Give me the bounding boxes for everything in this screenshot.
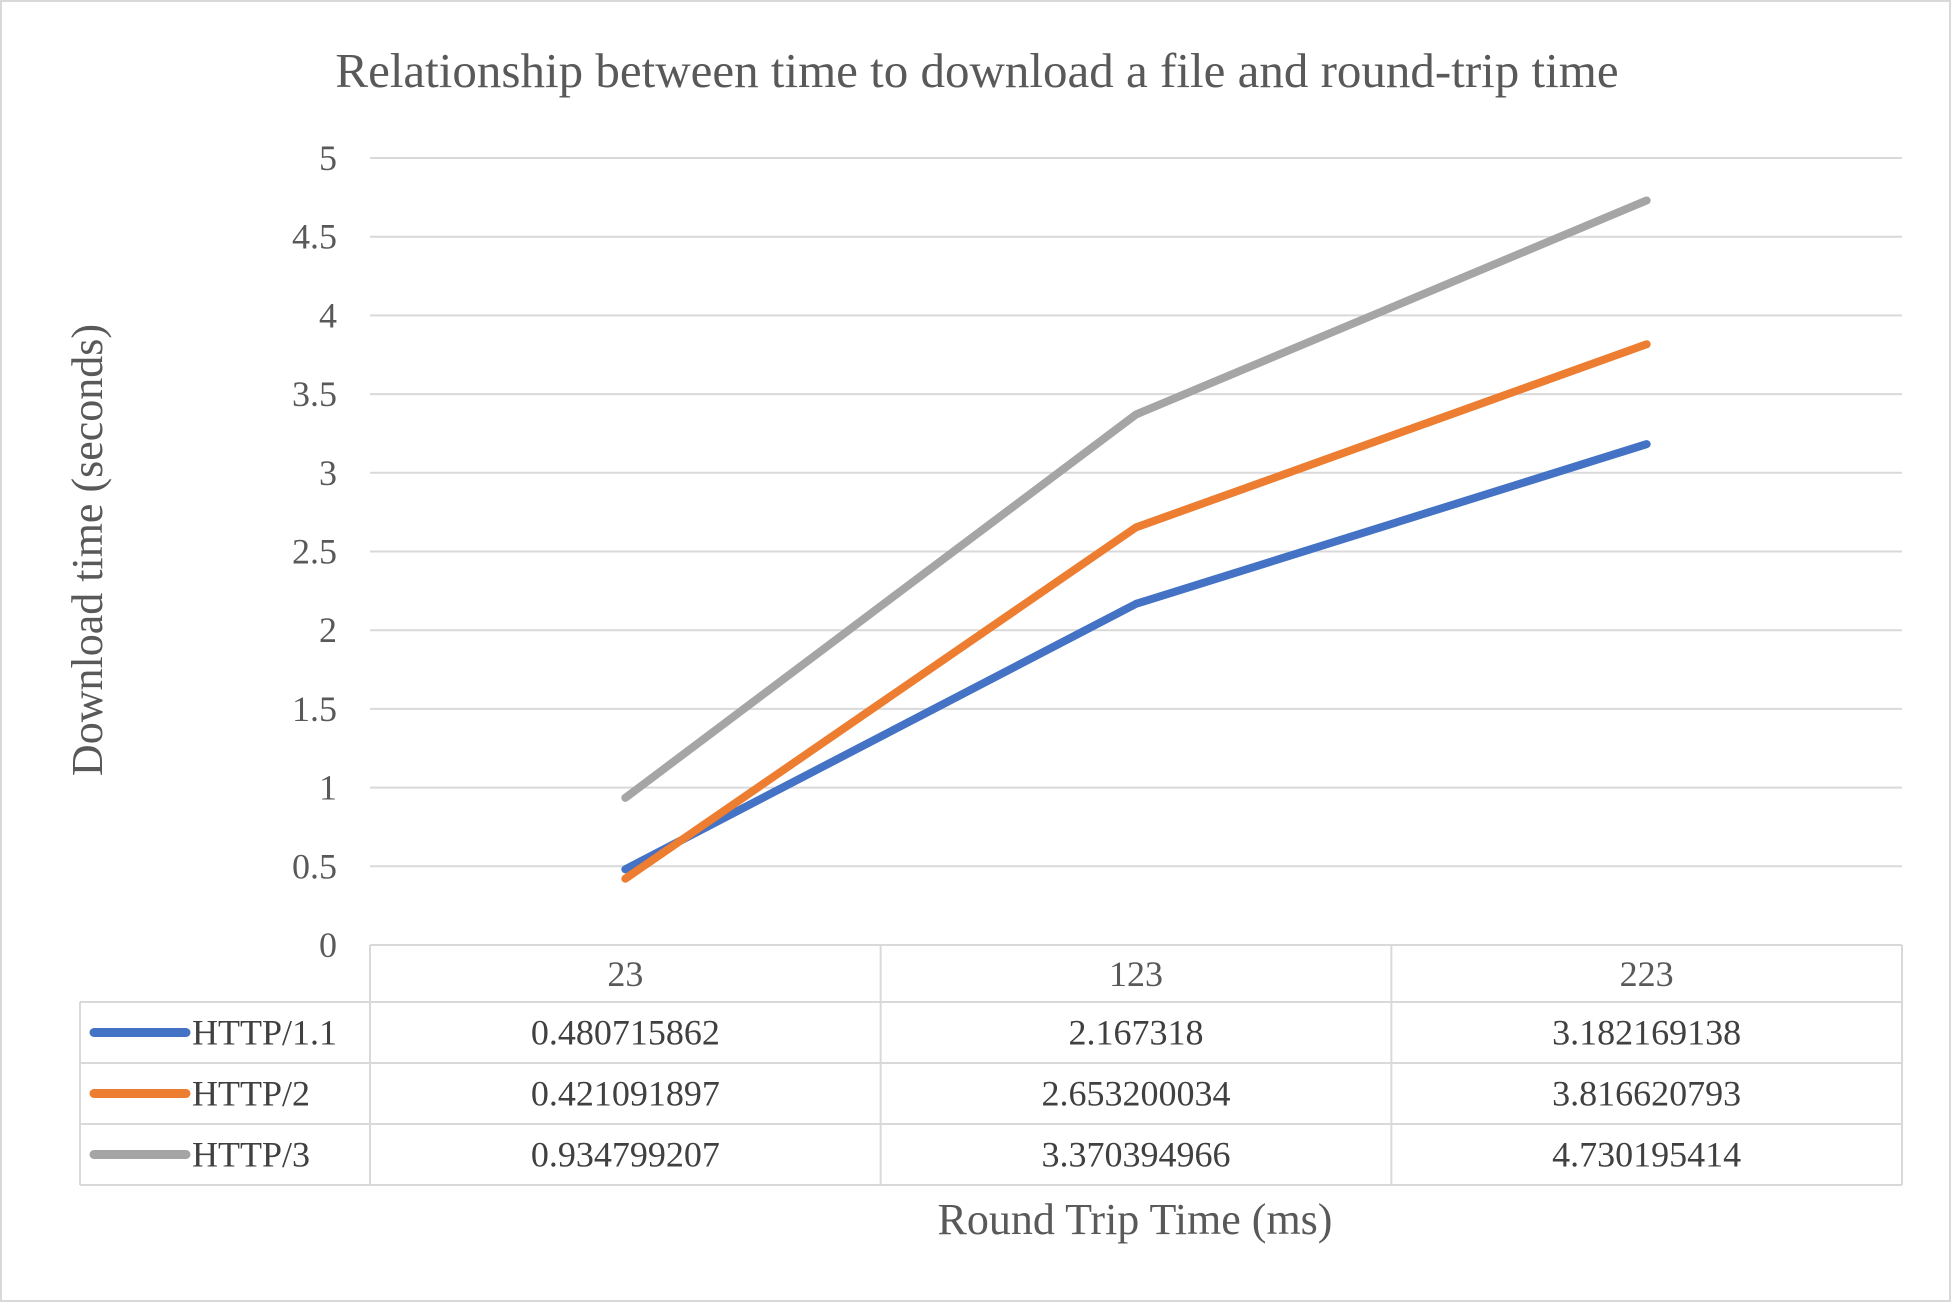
series-line <box>621 196 1651 802</box>
table-cell-value: 0.934799207 <box>531 1135 720 1175</box>
table-cell-value: 3.182169138 <box>1552 1013 1741 1053</box>
y-tick-label: 3 <box>319 453 337 493</box>
x-tick-label: 23 <box>607 954 643 994</box>
series-name: HTTP/1.1 <box>192 1013 337 1053</box>
table-cell-value: 4.730195414 <box>1552 1135 1741 1175</box>
y-tick-label: 2 <box>319 610 337 650</box>
y-tick-label: 0 <box>319 925 337 965</box>
series-lines <box>621 196 1651 883</box>
gridlines <box>370 157 1902 946</box>
table-cell-value: 3.816620793 <box>1552 1074 1741 1114</box>
table-cell-value: 3.370394966 <box>1042 1135 1231 1175</box>
y-tick-label: 4.5 <box>292 217 337 257</box>
y-axis-title: Download time (seconds) <box>63 324 112 776</box>
table-cell-value: 2.167318 <box>1069 1013 1204 1053</box>
table-cell-value: 0.421091897 <box>531 1074 720 1114</box>
chart-title: Relationship between time to download a … <box>335 43 1618 98</box>
x-tick-label: 223 <box>1620 954 1674 994</box>
series-line <box>621 340 1651 883</box>
series-name: HTTP/2 <box>192 1074 310 1114</box>
y-tick-label: 4 <box>319 295 337 335</box>
y-axis-ticks: 0 0.5 1 1.5 2 2.5 3 3.5 4 4.5 5 <box>292 138 337 965</box>
table-cell-value: 0.480715862 <box>531 1013 720 1053</box>
y-tick-label: 3.5 <box>292 374 337 414</box>
series-name: HTTP/3 <box>192 1135 310 1175</box>
x-axis-title: Round Trip Time (ms) <box>938 1195 1333 1244</box>
x-tick-label: 123 <box>1109 954 1163 994</box>
series-line <box>621 440 1651 874</box>
y-tick-label: 1 <box>319 768 337 808</box>
data-table: 23 123 223 HTTP/1.1 0.480715862 2.167318 3.182… <box>79 944 1903 1186</box>
y-tick-label: 1.5 <box>292 689 337 729</box>
y-tick-label: 0.5 <box>292 846 337 886</box>
y-tick-label: 5 <box>319 138 337 178</box>
y-tick-label: 2.5 <box>292 532 337 572</box>
table-cell-value: 2.653200034 <box>1042 1074 1231 1114</box>
